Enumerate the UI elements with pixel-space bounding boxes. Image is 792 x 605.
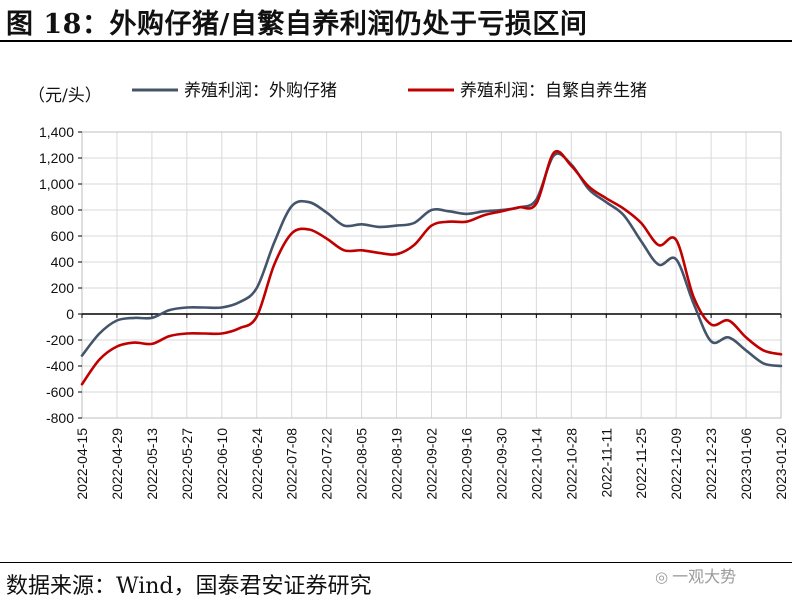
x-tick-label: 2022-12-09: [668, 428, 684, 500]
legend-label-2: 养殖利润：自繁自养生猪: [460, 81, 647, 101]
plot-border: [81, 131, 782, 419]
x-tick-label: 2022-09-30: [493, 428, 509, 500]
y-tick-label: -600: [46, 384, 74, 400]
y-tick-label: 800: [51, 202, 75, 218]
legend: 养殖利润：外购仔猪 养殖利润：自繁自养生猪: [132, 81, 647, 101]
watermark: ◎ 一观大势: [655, 563, 736, 587]
wechat-icon: ◎: [655, 568, 669, 586]
x-tick-label: 2022-04-15: [74, 428, 90, 500]
y-tick-label: 1,400: [39, 124, 74, 140]
x-tick-label: 2022-05-13: [144, 428, 160, 500]
grid-lines: [81, 131, 782, 419]
x-tick-label: 2022-10-28: [563, 428, 579, 500]
y-tick-label: 1,200: [39, 150, 74, 166]
x-tick-label: 2022-07-22: [319, 428, 335, 500]
x-tick-label: 2023-01-06: [738, 428, 754, 500]
series-lines: [80, 150, 783, 386]
x-tick-label: 2022-07-08: [284, 428, 300, 500]
x-tick-label: 2022-08-19: [389, 428, 405, 500]
x-tick-label: 2022-09-16: [458, 428, 474, 500]
series-line-1: [80, 152, 783, 368]
x-axis-ticks: 2022-04-15 2022-04-29 2022-05-13 2022-05-27…: [74, 314, 789, 500]
y-axis-unit: （元/头）: [28, 86, 102, 106]
line-chart: -800 -600 -400 -200 0 200 400 600 800 1,000 1,200 1…: [28, 81, 789, 500]
source-rule: [0, 562, 792, 563]
y-tick-label: 0: [66, 306, 74, 322]
y-tick-label: 200: [51, 280, 75, 296]
x-tick-label: 2022-10-14: [528, 428, 544, 500]
x-tick-label: 2022-06-10: [214, 428, 230, 500]
x-tick-label: 2022-05-27: [179, 428, 195, 500]
x-tick-label: 2022-06-24: [249, 428, 265, 500]
x-tick-label: 2022-09-02: [424, 428, 440, 500]
y-tick-label: 1,000: [39, 176, 74, 192]
series-line-2: [80, 150, 783, 386]
x-tick-label: 2022-11-25: [633, 428, 649, 499]
y-axis-ticks: -800 -600 -400 -200 0 200 400 600 800 1,000 1,200 1…: [39, 124, 82, 426]
x-tick-label: 2022-04-29: [109, 428, 125, 500]
source-note: 数据来源：Wind，国泰君安证券研究: [6, 574, 372, 599]
y-tick-label: -800: [46, 410, 74, 426]
y-tick-label: -400: [46, 358, 74, 374]
legend-label-1: 养殖利润：外购仔猪: [184, 81, 337, 101]
y-tick-label: -200: [46, 332, 74, 348]
title-rule: [0, 40, 792, 42]
x-tick-label: 2023-01-20: [773, 428, 789, 500]
x-tick-label: 2022-11-11: [598, 428, 614, 498]
x-tick-label: 2022-08-05: [354, 428, 370, 500]
watermark-text: 一观大势: [672, 567, 737, 586]
y-tick-label: 400: [51, 254, 75, 270]
figure-title: 图 18：外购仔猪/自繁自养利润仍处于亏损区间: [6, 9, 588, 40]
y-tick-label: 600: [51, 228, 75, 244]
x-tick-label: 2022-12-23: [703, 428, 719, 500]
